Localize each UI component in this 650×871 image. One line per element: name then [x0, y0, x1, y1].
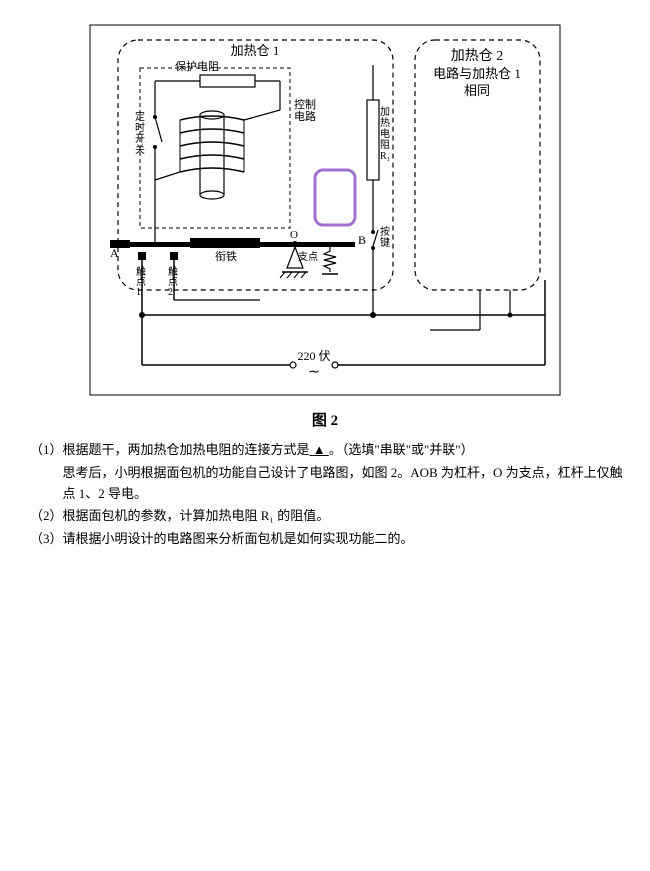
question-3: （3）请根据小明设计的电路图来分析面包机是如何实现功能二的。 — [30, 529, 630, 550]
q1-text-b: 。（选填"串联"或"并联"） — [329, 442, 474, 457]
label-voltage: 220 伏 — [297, 349, 330, 363]
label-A: A — [110, 246, 119, 260]
circuit-figure: 加热仓 1 加热仓 2 电路与加热仓 1 相同 控制电路 保护电阻 定时开关 衔… — [20, 20, 630, 405]
figure-caption: 图 2 — [20, 409, 630, 430]
question-1: （1）根据题干，两加热仓加热电阻的连接方式是 ▲ 。（选填"串联"或"并联"） — [30, 440, 630, 461]
question-1-sub: 思考后，小明根据面包机的功能自己设计了电路图，如图 2。AOB 为杠杆，O 为支… — [30, 463, 630, 505]
label-contact2: 触点2 — [168, 265, 178, 298]
label-protect: 保护电阻 — [175, 59, 219, 73]
label-contact1: 触点1 — [136, 265, 146, 298]
label-chamber2-l3: 相同 — [464, 83, 490, 98]
label-chamber2-l1: 加热仓 2 — [451, 48, 504, 64]
label-armature: 衔铁 — [215, 250, 237, 263]
label-ac: ∼ — [308, 365, 320, 380]
label-chamber1: 加热仓 1 — [231, 43, 280, 58]
questions-block: （1）根据题干，两加热仓加热电阻的连接方式是 ▲ 。（选填"串联"或"并联"） … — [20, 440, 630, 550]
label-B: B — [358, 233, 366, 247]
question-2: （2）根据面包机的参数，计算加热电阻 R₁ 的阻值。 — [30, 506, 630, 527]
label-control: 控制电路 — [294, 97, 316, 123]
circuit-svg: 加热仓 1 加热仓 2 电路与加热仓 1 相同 控制电路 保护电阻 定时开关 衔… — [80, 20, 570, 400]
label-timerswitch: 定时开关 — [135, 110, 145, 156]
label-O: O — [290, 229, 298, 241]
q1-blank: ▲ — [310, 442, 329, 457]
label-chamber2-l2: 电路与加热仓 1 — [433, 66, 521, 81]
label-heatres: 加热电阻R₁ — [380, 106, 390, 162]
label-pivot: 支点 — [298, 251, 318, 263]
q1-text-a: （1）根据题干，两加热仓加热电阻的连接方式是 — [30, 442, 310, 457]
label-button: 按键 — [380, 225, 390, 249]
